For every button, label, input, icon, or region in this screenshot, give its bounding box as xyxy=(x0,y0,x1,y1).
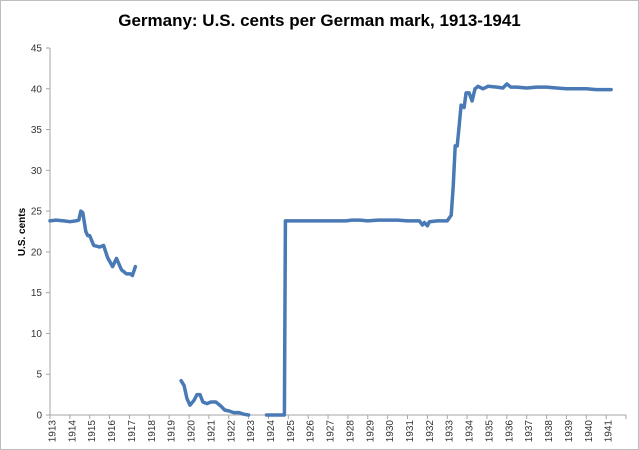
x-tick-label: 1914 xyxy=(67,420,78,443)
x-tick-label: 1924 xyxy=(266,420,277,443)
y-tick-label: 20 xyxy=(31,247,43,258)
x-tick-label: 1936 xyxy=(504,420,515,443)
x-tick-label: 1932 xyxy=(425,420,436,443)
y-tick-label: 15 xyxy=(31,288,43,299)
y-tick-label: 45 xyxy=(31,44,43,55)
y-tick-label: 25 xyxy=(31,207,43,218)
x-tick-label: 1928 xyxy=(345,420,356,443)
x-tick-label: 1922 xyxy=(226,420,237,443)
x-tick-label: 1926 xyxy=(306,420,317,443)
series-line xyxy=(179,378,251,417)
x-tick-label: 1935 xyxy=(484,420,495,443)
chart-title: Germany: U.S. cents per German mark, 191… xyxy=(118,11,521,30)
y-tick-label: 35 xyxy=(31,125,43,136)
x-tick-label: 1913 xyxy=(48,420,59,443)
series-line xyxy=(264,82,613,417)
x-tick-label: 1916 xyxy=(107,420,118,443)
x-tick-label: 1919 xyxy=(167,420,178,443)
x-tick-label: 1930 xyxy=(385,420,396,443)
x-tick-label: 1927 xyxy=(326,420,337,443)
x-tick-label: 1923 xyxy=(246,420,257,443)
x-tick-label: 1941 xyxy=(604,420,615,443)
x-tick-label: 1929 xyxy=(365,420,376,443)
x-tick-label: 1918 xyxy=(147,420,158,443)
x-tick-label: 1921 xyxy=(206,420,217,443)
x-tick-label: 1938 xyxy=(544,420,555,443)
series-line xyxy=(48,209,138,278)
y-axis-label: U.S. cents xyxy=(17,207,28,256)
x-tick-label: 1931 xyxy=(405,420,416,443)
x-tick-label: 1934 xyxy=(465,420,476,443)
y-tick-label: 40 xyxy=(31,84,43,95)
x-tick-label: 1939 xyxy=(564,420,575,443)
y-tick-label: 10 xyxy=(31,329,43,340)
y-tick-label: 5 xyxy=(36,370,42,381)
y-tick-label: 0 xyxy=(36,411,42,422)
x-tick-label: 1940 xyxy=(584,420,595,443)
x-tick-label: 1937 xyxy=(524,420,535,443)
x-tick-label: 1915 xyxy=(87,420,98,443)
x-tick-label: 1920 xyxy=(187,420,198,443)
y-tick-label: 30 xyxy=(31,166,43,177)
x-tick-label: 1933 xyxy=(445,420,456,443)
x-tick-label: 1917 xyxy=(127,420,138,443)
x-tick-label: 1925 xyxy=(286,420,297,443)
